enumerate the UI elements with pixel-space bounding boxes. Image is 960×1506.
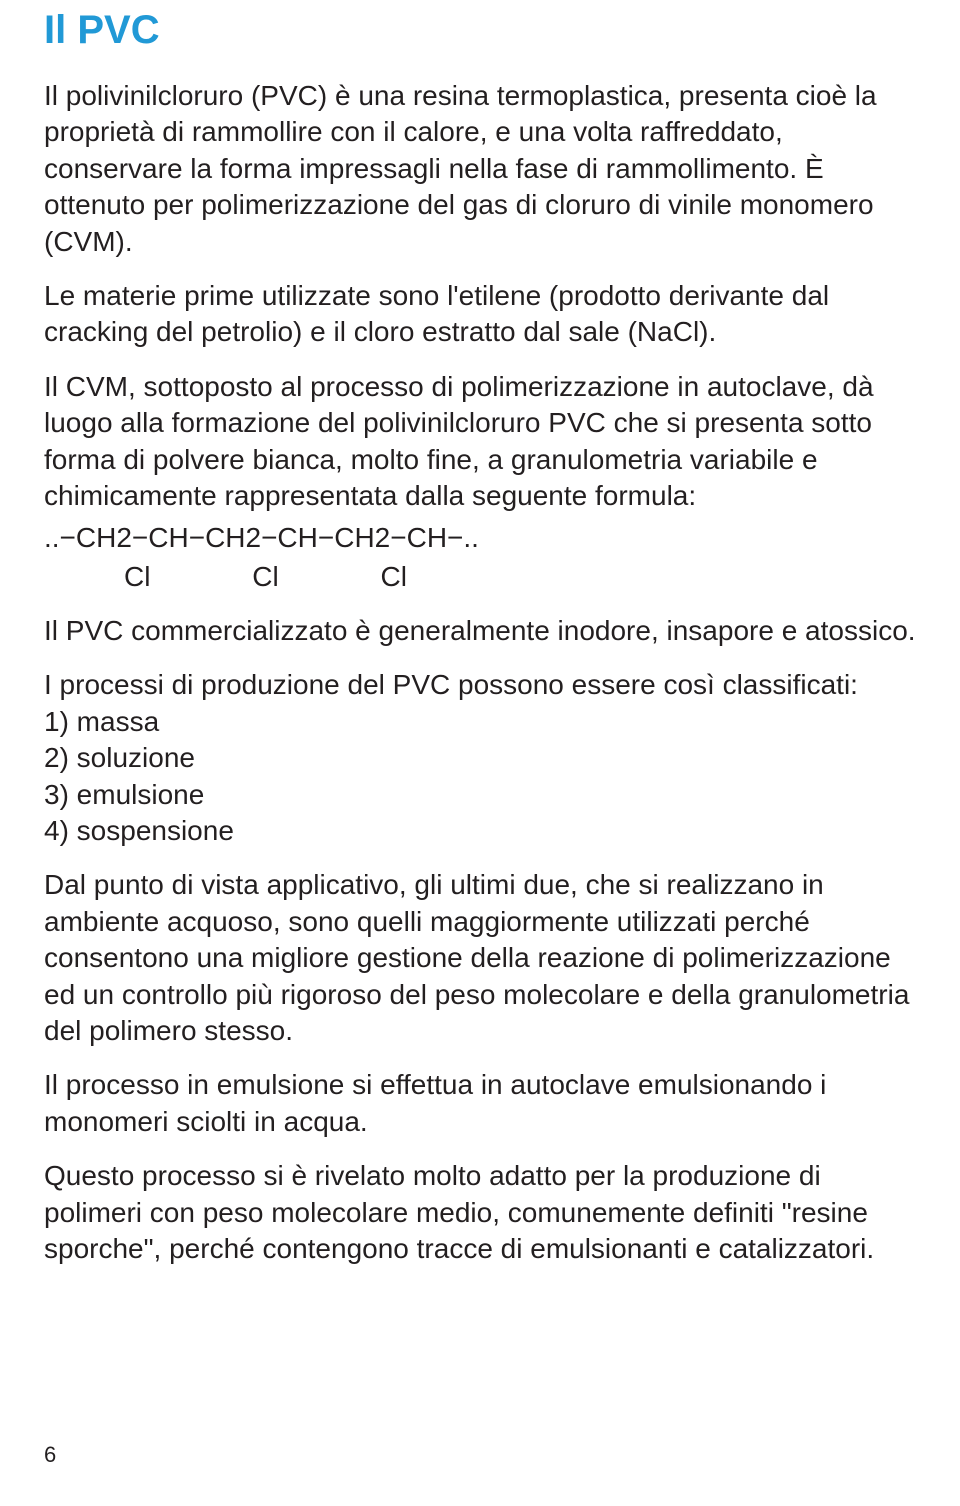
list-item-4: 4) sospensione [44,815,234,846]
paragraph-1: Il polivinilcloruro (PVC) è una resina t… [44,78,916,260]
formula-line-1: ..−CH2−CH−CH2−CH−CH2−CH−.. [44,520,916,556]
list-lead: I processi di produzione del PVC possono… [44,669,858,700]
page-title: Il PVC [44,4,916,56]
list-item-2: 2) soluzione [44,742,195,773]
formula-cl-3: Cl [380,559,406,595]
formula-cl-1: Cl [124,559,150,595]
list-item-3: 3) emulsione [44,779,204,810]
list-item-1: 1) massa [44,706,159,737]
page-number: 6 [44,1441,56,1470]
paragraph-7: Il processo in emulsione si effettua in … [44,1067,916,1140]
paragraph-8: Questo processo si è rivelato molto adat… [44,1158,916,1267]
formula-cl-2: Cl [252,559,278,595]
paragraph-4: Il PVC commercializzato è generalmente i… [44,613,916,649]
paragraph-3: Il CVM, sottoposto al processo di polime… [44,369,916,515]
formula-line-2: Cl Cl Cl [44,559,916,595]
paragraph-2: Le materie prime utilizzate sono l'etile… [44,278,916,351]
paragraph-6: Dal punto di vista applicativo, gli ulti… [44,867,916,1049]
paragraph-5: I processi di produzione del PVC possono… [44,667,916,849]
